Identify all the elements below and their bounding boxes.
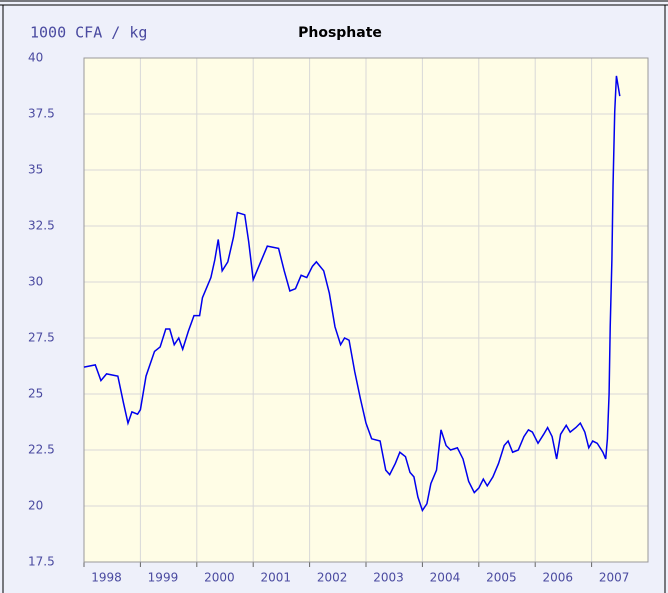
x-tick-label: 1999 [148,571,179,585]
x-tick-label: 2000 [204,571,235,585]
y-tick-label: 32.5 [28,219,55,233]
y-tick-label: 30 [28,275,43,289]
x-tick-label: 2007 [599,571,630,585]
chart-title: Phosphate [298,25,382,41]
x-tick-label: 2006 [542,571,573,585]
data-line [83,75,621,513]
y-tick-label: 22.5 [28,443,55,457]
x-tick-label: 2005 [486,571,517,585]
y-tick-label: 20 [28,499,43,513]
x-tick-label: 2004 [430,571,461,585]
y-tick-label: 27.5 [28,331,55,345]
y-tick-label: 35 [28,163,43,177]
y-tick-label: 25 [28,387,43,401]
x-tick-label: 2002 [317,571,348,585]
x-tick-label: 2001 [260,571,291,585]
y-tick-label: 17.5 [28,555,55,569]
y-tick-label: 37.5 [28,107,55,121]
plot-frame [83,57,649,563]
x-tick-label: 2003 [373,571,404,585]
x-tick-label: 1998 [91,571,122,585]
y-axis-label: 1000 CFA / kg [30,24,147,42]
y-tick-label: 40 [28,51,43,65]
